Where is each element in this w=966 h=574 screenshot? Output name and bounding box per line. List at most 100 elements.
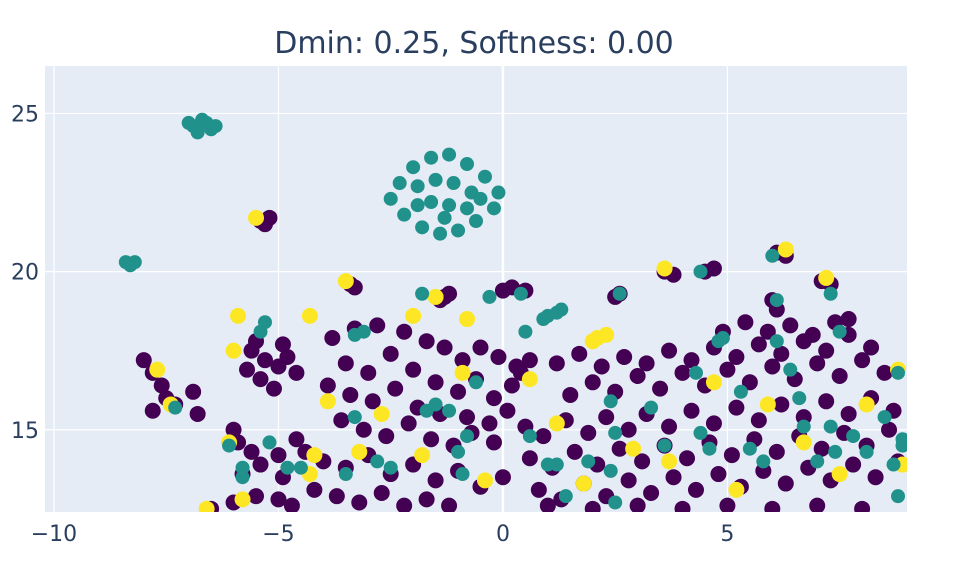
data-point — [410, 179, 425, 194]
data-point — [499, 402, 516, 419]
data-point — [863, 339, 880, 356]
data-point — [769, 293, 784, 308]
data-point — [442, 147, 457, 162]
data-point — [469, 213, 483, 228]
data-point — [795, 434, 812, 451]
data-point — [306, 481, 323, 498]
data-point — [337, 355, 354, 372]
data-point — [840, 405, 857, 422]
data-point — [750, 412, 767, 429]
data-point — [168, 400, 183, 415]
data-point — [657, 438, 672, 453]
data-point — [518, 324, 533, 339]
data-point — [886, 457, 901, 472]
data-point — [643, 485, 660, 502]
data-point — [859, 444, 874, 459]
data-point — [319, 393, 336, 410]
data-point — [494, 282, 511, 299]
data-point — [612, 286, 627, 301]
data-point — [773, 396, 790, 413]
data-point — [442, 198, 457, 213]
data-point — [702, 441, 717, 456]
data-point — [620, 472, 637, 489]
axis-ticks: −10 −5 0 5 15 20 25 — [11, 102, 734, 547]
data-point — [486, 201, 501, 216]
data-point — [521, 352, 538, 369]
data-point — [256, 352, 273, 369]
data-point — [809, 497, 826, 512]
data-point — [728, 349, 745, 366]
data-point — [383, 460, 398, 475]
data-point — [840, 311, 857, 328]
data-point — [485, 434, 502, 451]
scatter-points — [118, 112, 907, 512]
data-point — [406, 160, 421, 175]
data-point — [427, 472, 444, 489]
data-point — [828, 444, 843, 459]
data-point — [733, 384, 748, 399]
data-point — [693, 264, 708, 279]
data-point — [428, 397, 443, 412]
data-point — [831, 367, 848, 384]
data-point — [351, 443, 368, 460]
data-point — [262, 435, 277, 450]
data-point — [405, 361, 422, 378]
data-point — [234, 491, 251, 508]
data-point — [383, 191, 398, 206]
data-point — [460, 157, 475, 172]
data-point — [521, 371, 538, 388]
data-point — [773, 345, 790, 362]
data-point — [198, 500, 215, 512]
data-point — [750, 336, 767, 353]
data-point — [818, 342, 835, 359]
data-point — [373, 485, 390, 502]
data-point — [831, 466, 848, 483]
data-point — [342, 386, 359, 403]
data-point — [813, 440, 830, 457]
x-tick-label: −5 — [262, 522, 294, 547]
data-point — [503, 377, 520, 394]
data-point — [378, 428, 395, 445]
data-point — [719, 497, 736, 512]
data-point — [679, 450, 696, 467]
data-point — [392, 176, 407, 191]
data-point — [397, 207, 412, 222]
data-point — [598, 326, 615, 343]
data-point — [644, 400, 659, 415]
data-point — [270, 491, 287, 508]
data-point — [562, 386, 579, 403]
data-point — [759, 396, 776, 413]
data-point — [764, 500, 781, 512]
data-point — [472, 339, 489, 356]
data-point — [337, 273, 354, 290]
data-point — [265, 380, 282, 397]
data-point — [723, 447, 740, 464]
data-point — [665, 469, 682, 486]
data-point — [459, 409, 476, 426]
data-point — [477, 169, 492, 184]
data-point — [252, 456, 269, 473]
data-point — [485, 390, 502, 407]
data-point — [364, 393, 381, 410]
data-point — [809, 355, 826, 372]
data-point — [441, 285, 458, 302]
data-point — [306, 447, 323, 464]
data-point — [741, 374, 758, 391]
data-point — [535, 428, 552, 445]
data-point — [638, 355, 655, 372]
data-point — [454, 364, 471, 381]
data-point — [387, 380, 404, 397]
data-point — [279, 349, 296, 366]
data-point — [768, 443, 785, 460]
data-point — [455, 467, 470, 482]
data-point — [756, 454, 771, 469]
data-point — [149, 361, 166, 378]
data-point — [603, 394, 618, 409]
data-point — [248, 209, 265, 226]
x-tick-label: 0 — [496, 522, 510, 547]
data-point — [288, 364, 305, 381]
data-point — [239, 361, 256, 378]
data-point — [674, 364, 691, 381]
data-point — [373, 405, 390, 422]
